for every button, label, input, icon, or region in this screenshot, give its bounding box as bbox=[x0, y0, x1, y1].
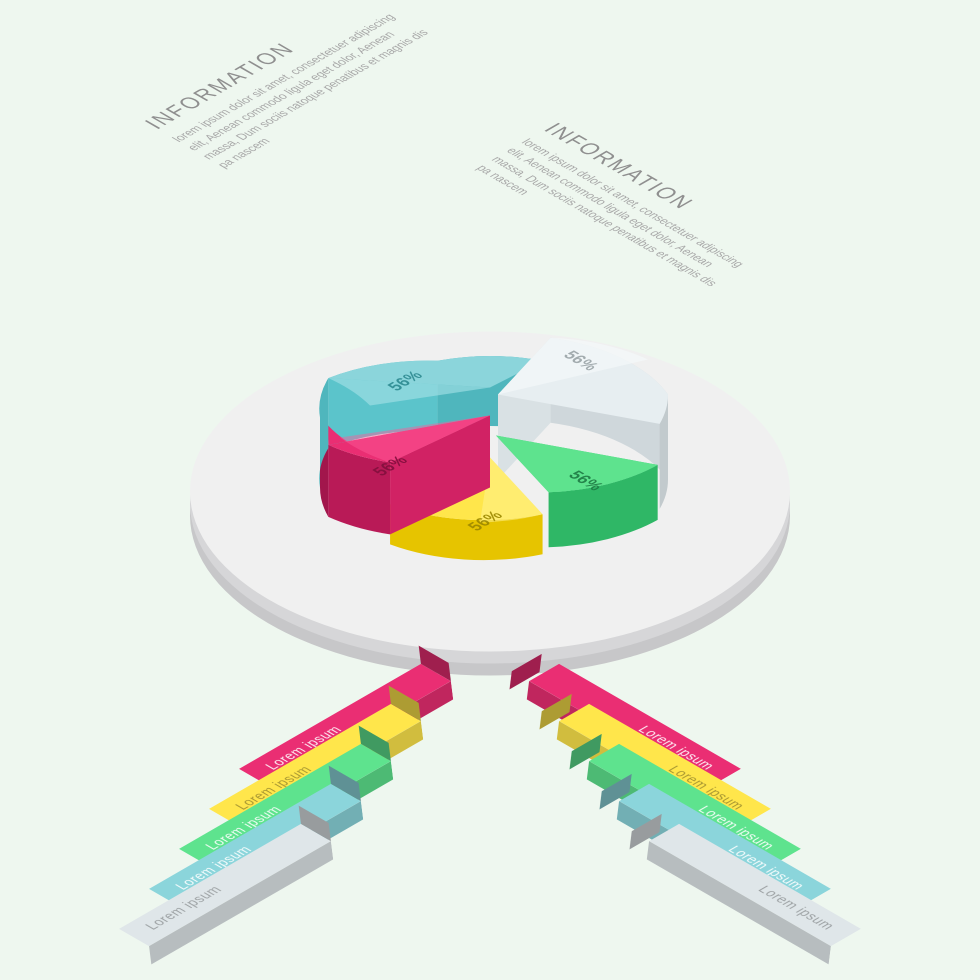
legend-right: Lorem ipsum Lorem ipsum Lorem ipsum Lore… bbox=[530, 710, 870, 930]
infographic-canvas: INFORMATION lorem ipsum dolor sit amet, … bbox=[0, 0, 980, 980]
legend-left: Lorem ipsum Lorem ipsum Lorem ipsum Lore… bbox=[120, 710, 460, 930]
pie-svg bbox=[170, 258, 810, 718]
info-block-left: INFORMATION lorem ipsum dolor sit amet, … bbox=[140, 0, 454, 171]
pie-chart: 56% 56% 56% 56% 56% bbox=[170, 258, 810, 723]
